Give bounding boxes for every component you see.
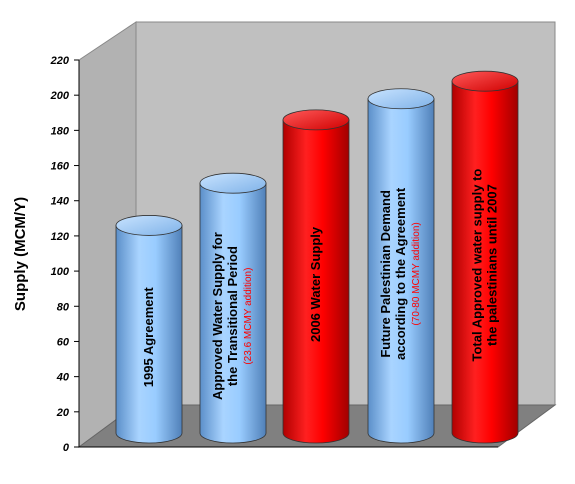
y-tick-label: 120 xyxy=(51,231,70,243)
bar-label: 2006 Water Supply xyxy=(308,226,323,342)
y-tick-label: 80 xyxy=(57,301,70,313)
bar-top xyxy=(115,215,183,236)
bar-top xyxy=(367,88,435,110)
bar-4: Future Palestinian Demandaccording to th… xyxy=(367,88,435,444)
bar-top xyxy=(282,109,350,131)
y-tick-label: 20 xyxy=(56,407,70,419)
bar-label: Approved Water Supply forthe Transitiona… xyxy=(210,232,254,400)
y-tick-label: 160 xyxy=(51,161,70,173)
y-tick-label: 40 xyxy=(56,372,70,384)
bar-3: 2006 Water Supply xyxy=(282,109,350,444)
bar-5: Total Approved water supply tothe palest… xyxy=(451,70,519,444)
bar-body xyxy=(199,182,267,444)
bar-top xyxy=(451,70,519,92)
y-tick-label: 0 xyxy=(63,442,70,454)
bar-body xyxy=(282,119,350,444)
bar-body xyxy=(115,225,183,444)
y-tick-label: 180 xyxy=(51,125,70,137)
bar-1: 1995 Agreement xyxy=(115,215,183,444)
y-axis-label: Supply (MCM/Y) xyxy=(12,197,29,311)
bar-top xyxy=(199,172,267,194)
y-axis-ticks: 0 20 40 60 80 100 120 140 160 180 200 220 xyxy=(50,55,79,454)
y-tick-label: 60 xyxy=(57,336,70,348)
bar-body xyxy=(451,80,519,444)
bars: 1995 Agreement Approved Water Supply fort… xyxy=(115,70,519,444)
bar-label: Total Approved water supply tothe palest… xyxy=(470,169,500,362)
y-tick-label: 200 xyxy=(50,90,70,102)
y-tick-label: 140 xyxy=(51,196,70,208)
y-tick-label: 220 xyxy=(50,55,70,67)
bar-2: Approved Water Supply forthe Transitiona… xyxy=(199,172,267,444)
bar-body xyxy=(367,98,435,444)
bar-label: 1995 Agreement xyxy=(141,287,156,388)
bar-label: Future Palestinian Demandaccording to th… xyxy=(378,187,422,360)
y-tick-label: 100 xyxy=(51,266,70,278)
